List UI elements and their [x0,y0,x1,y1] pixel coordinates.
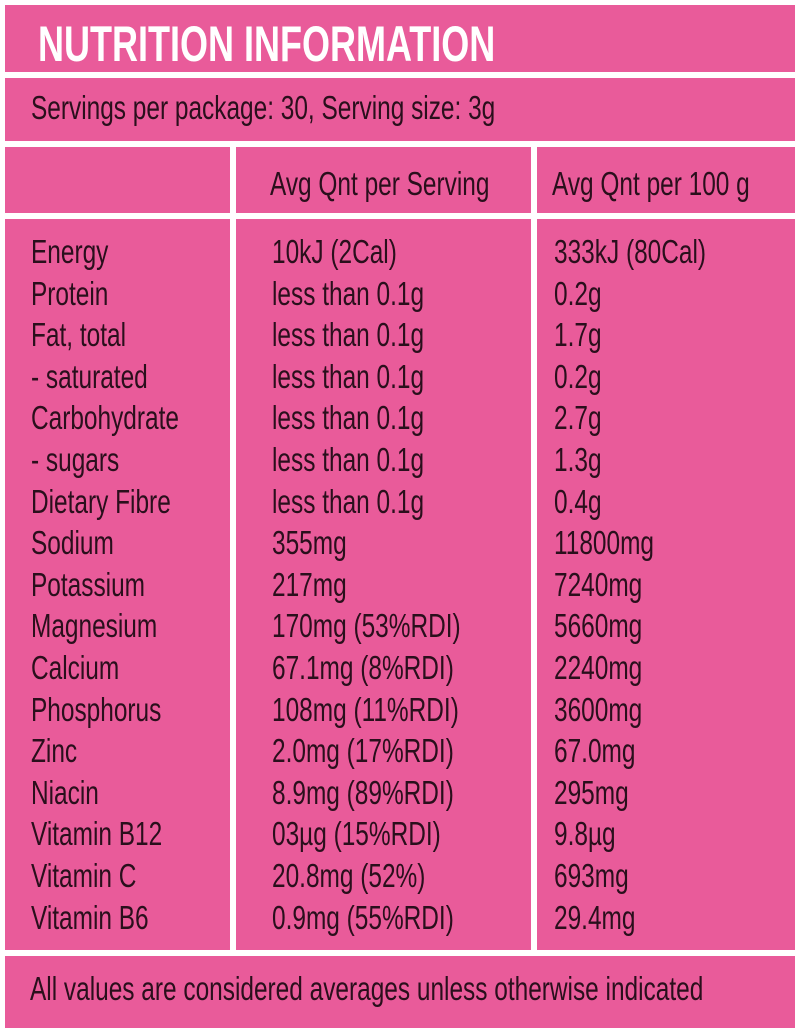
header-per-100g: Avg Qnt per 100 g [537,147,795,213]
body-names [5,219,230,950]
per-100g-value: 2240mg [554,648,643,686]
per-serving-value: less than 0.1g [272,357,425,395]
servings-text: Servings per package: 30, Serving size: … [31,89,496,126]
per-serving-value: 0.9mg (55%RDI) [272,898,454,936]
nutrient-name: Vitamin B12 [31,815,163,853]
header-per-serving-label: Avg Qnt per Serving [270,165,490,202]
per-serving-value: 2.0mg (17%RDI) [272,732,454,770]
nutrient-name: Potassium [31,565,146,603]
per-100g-values: 333kJ (80Cal) 0.2g 1.7g 0.2g 2.7g 1.3g 0.4g 118… [554,231,759,938]
nutrient-name: Dietary Fibre [31,482,171,520]
per-100g-value: 29.4mg [554,898,636,936]
nutrient-name: Niacin [31,773,99,811]
per-serving-value: 03µg (15%RDI) [272,815,441,853]
per-serving-value: 8.9mg (89%RDI) [272,773,454,811]
nutrient-name: Energy [31,233,109,270]
header-per-100g-label: Avg Qnt per 100 g [552,165,750,202]
footer-note: All values are considered averages unles… [30,970,704,1007]
per-serving-value: less than 0.1g [272,440,425,478]
nutrient-name: Magnesium [31,607,158,645]
label-title: NUTRITION INFORMATION [38,16,496,72]
per-serving-value: less than 0.1g [272,482,425,520]
nutrient-names: Energy Protein Fat, total - saturated Carboh… [31,231,231,938]
per-100g-value: 5660mg [554,607,643,645]
nutrient-name: Zinc [31,732,78,770]
per-serving-value: 10kJ (2Cal) [272,233,397,270]
header-empty-cell [5,147,230,213]
nutrient-name: Protein [31,274,109,312]
nutrient-name: Calcium [31,648,120,686]
nutrient-name: Carbohydrate [31,399,179,437]
title-band: NUTRITION INFORMATION [5,5,795,72]
per-serving-values: 10kJ (2Cal) less than 0.1g less than 0.1g l… [272,231,527,938]
servings-band: Servings per package: 30, Serving size: … [5,78,795,141]
per-100g-value: 693mg [554,856,629,894]
per-100g-value: 67.0mg [554,732,636,770]
nutrient-name: Vitamin B6 [31,898,149,936]
per-100g-value: 1.3g [554,440,602,478]
per-100g-value: 7240mg [554,565,643,603]
per-serving-value: 170mg (53%RDI) [272,607,461,645]
per-serving-value: 355mg [272,524,347,562]
nutrient-name: Phosphorus [31,690,162,728]
per-100g-value: 11800mg [554,524,655,562]
nutrient-name: - sugars [31,440,120,478]
header-per-serving: Avg Qnt per Serving [236,147,531,213]
nutrient-name: Sodium [31,524,114,562]
per-100g-value: 0.2g [554,357,602,395]
per-serving-value: 108mg (11%RDI) [272,690,459,728]
nutrient-name: Fat, total [31,316,127,354]
per-serving-value: 20.8mg (52%) [272,856,426,894]
nutrient-name: - saturated [31,357,148,395]
per-100g-value: 333kJ (80Cal) [554,233,707,270]
nutrient-name: Vitamin C [31,856,137,894]
per-serving-value: less than 0.1g [272,274,425,312]
body-per-100g [537,219,795,950]
per-100g-value: 3600mg [554,690,643,728]
footer-band: All values are considered averages unles… [5,956,795,1028]
per-100g-value: 295mg [554,773,629,811]
per-100g-value: 2.7g [554,399,602,437]
per-100g-value: 0.2g [554,274,602,312]
per-serving-value: less than 0.1g [272,399,425,437]
per-100g-value: 0.4g [554,482,602,520]
per-100g-value: 9.8µg [554,815,616,853]
per-100g-value: 1.7g [554,316,602,354]
per-serving-value: 67.1mg (8%RDI) [272,648,454,686]
per-serving-value: less than 0.1g [272,316,425,354]
body-per-serving [236,219,531,950]
per-serving-value: 217mg [272,565,347,603]
